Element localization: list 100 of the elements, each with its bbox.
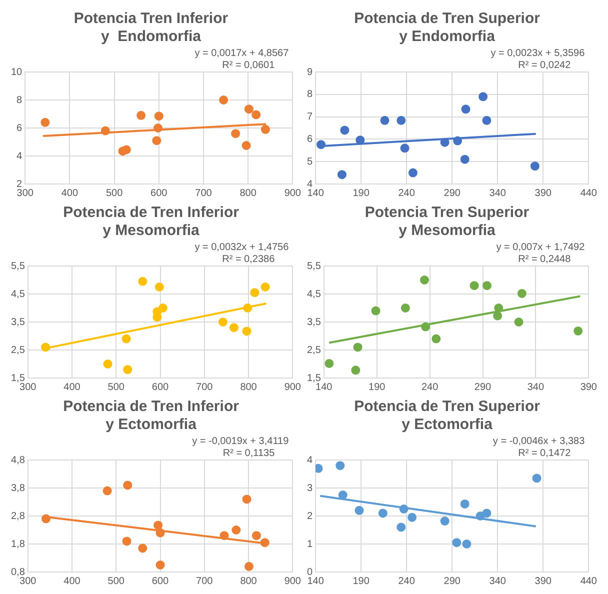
- point: [122, 145, 131, 154]
- point: [461, 104, 470, 114]
- y-tick-label: 3,8: [10, 482, 26, 494]
- text: R² = 0,0242: [518, 60, 572, 71]
- x-tick-label: 600: [152, 576, 170, 587]
- x-tick-label: 400: [64, 576, 81, 587]
- point: [136, 110, 146, 120]
- y-tick-label: 4,5: [306, 288, 322, 300]
- x-tick-label: 700: [196, 382, 214, 393]
- x-tick-label: 240: [421, 382, 439, 393]
- x-tick-label: 340: [489, 576, 506, 587]
- x-tick-label: 290: [444, 576, 461, 587]
- point: [123, 480, 132, 490]
- x-tick-label: 340: [489, 188, 506, 199]
- point: [154, 520, 163, 530]
- text: y = -0,0019x + 3,4119: [192, 436, 290, 447]
- point: [421, 322, 430, 332]
- text: y = 0,0032x + 1,4756: [194, 242, 290, 253]
- point: [102, 486, 112, 496]
- point: [532, 474, 542, 483]
- x-tick-label: 290: [474, 382, 492, 393]
- text: y = 0,0017x + 4,8567: [194, 48, 290, 59]
- point: [478, 92, 488, 102]
- point: [408, 168, 418, 178]
- point: [152, 136, 162, 146]
- point: [460, 154, 470, 164]
- y-tick-label: 4: [307, 454, 313, 466]
- y-tick-label: 4: [16, 150, 23, 162]
- point: [452, 538, 462, 548]
- point: [41, 342, 50, 352]
- point: [232, 526, 241, 534]
- point: [356, 136, 365, 145]
- point: [40, 118, 50, 127]
- text: y = 0,0023x + 5,3596: [490, 48, 586, 59]
- point: [231, 129, 240, 138]
- x-tick-label: 390: [534, 576, 552, 587]
- x-tick-label: 140: [307, 576, 324, 587]
- point: [351, 366, 360, 375]
- point: [103, 360, 112, 368]
- y-tick-label: 3,5: [306, 316, 322, 328]
- point: [156, 560, 165, 570]
- point: [250, 288, 260, 298]
- x-tick-label: 390: [580, 382, 598, 393]
- x-tick-label: 300: [20, 382, 37, 393]
- y-tick-label: 2,8: [10, 510, 26, 522]
- chart-title: Potencia de Tren Superior y Ectomorfia: [354, 398, 540, 434]
- point: [337, 170, 346, 180]
- point: [252, 110, 261, 120]
- y-tick-label: 9: [307, 66, 313, 78]
- point: [493, 311, 502, 320]
- x-tick-label: 300: [20, 576, 37, 587]
- point: [100, 126, 110, 136]
- x-tick-label: 900: [284, 382, 302, 393]
- point: [242, 141, 251, 150]
- y-tick-label: 1: [307, 538, 313, 550]
- point: [380, 116, 390, 125]
- point: [242, 494, 252, 504]
- x-tick-label: 800: [240, 576, 258, 587]
- point: [460, 499, 470, 508]
- point: [378, 508, 388, 518]
- point: [517, 288, 526, 298]
- y-tick-label: 2,5: [306, 344, 322, 356]
- text: R² = 0,1472: [518, 448, 572, 459]
- x-tick-label: 600: [152, 382, 170, 393]
- point: [260, 124, 270, 134]
- x-tick-label: 800: [240, 382, 258, 393]
- y-tick-label: 3,5: [10, 316, 26, 328]
- x-tick-label: 440: [580, 576, 598, 587]
- x-tick-label: 500: [106, 188, 124, 199]
- point: [353, 342, 362, 352]
- y-tick-label: 5: [307, 156, 313, 168]
- text: R² = 0,2386: [222, 254, 276, 265]
- point: [432, 334, 441, 344]
- x-tick-label: 240: [398, 188, 416, 199]
- text: R² = 0,2448: [518, 254, 572, 265]
- y-tick-label: 6: [16, 122, 23, 134]
- x-tick-label: 800: [240, 188, 257, 199]
- y-tick-label: 7: [307, 112, 313, 123]
- y-tick-label: 1,5: [10, 372, 26, 384]
- y-tick-label: 4,8: [10, 454, 26, 466]
- point: [340, 126, 350, 135]
- point: [316, 140, 326, 150]
- y-tick-label: 2: [307, 510, 313, 522]
- x-tick-label: 700: [196, 576, 214, 587]
- x-tick-label: 290: [444, 188, 461, 199]
- point: [244, 104, 254, 114]
- y-tick-label: 6: [307, 134, 313, 145]
- x-tick-label: 500: [108, 576, 125, 587]
- point: [154, 112, 164, 121]
- text: R² = 0,1135: [222, 448, 276, 459]
- point: [400, 144, 410, 153]
- x-tick-label: 190: [368, 382, 386, 393]
- point: [470, 281, 479, 290]
- x-tick-label: 700: [195, 188, 212, 199]
- point: [260, 538, 270, 548]
- point: [218, 318, 228, 326]
- y-tick-label: 2: [16, 178, 23, 190]
- y-tick-label: 4,5: [10, 288, 26, 300]
- point: [122, 334, 131, 344]
- point: [219, 96, 228, 104]
